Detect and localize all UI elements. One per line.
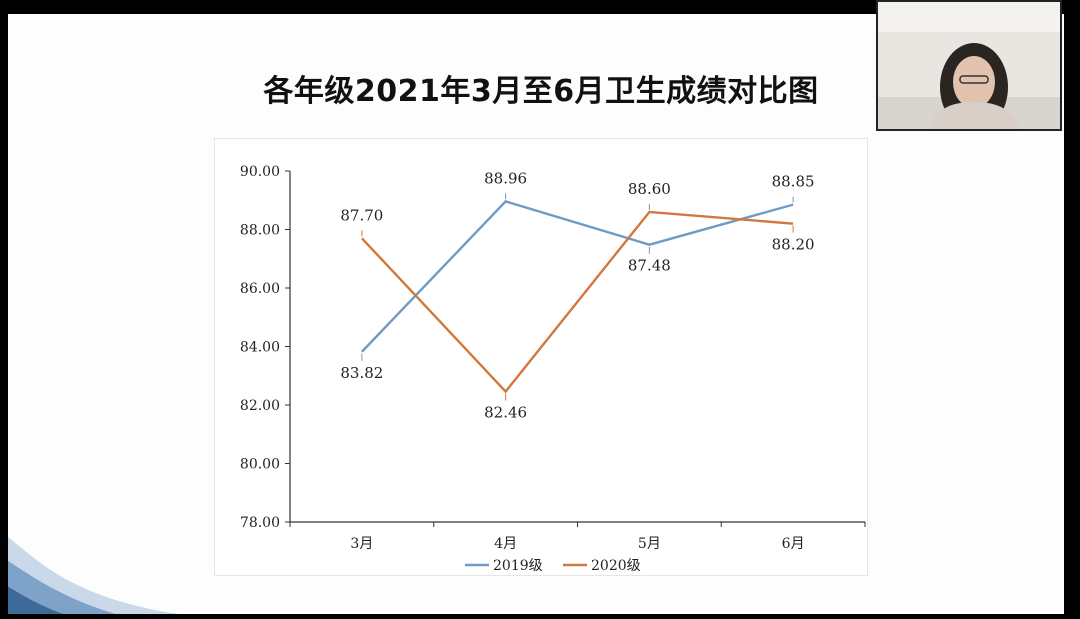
series-line-2019级 (361, 200, 794, 353)
chart-svg: 78.00 80.00 82.00 84.00 86.00 88.00 90.00 3月 4月 5… (240, 164, 866, 574)
series-line-2020级 (360, 210, 794, 394)
slide-title: 各年级2021年3月至6月卫生成绩对比图 (263, 74, 819, 109)
x-tick-label: 3月 (350, 536, 373, 552)
y-tick-label: 88.00 (240, 223, 280, 239)
y-tick-label: 86.00 (240, 281, 280, 297)
data-label: 88.85 (772, 173, 815, 191)
y-tick-label: 78.00 (240, 515, 280, 531)
data-label: 83.82 (340, 364, 383, 382)
data-label: 87.48 (628, 257, 671, 275)
x-tick-label: 6月 (782, 536, 805, 552)
y-tick-label: 84.00 (240, 340, 280, 356)
y-tick-label: 90.00 (240, 164, 280, 180)
watermark-logo (941, 569, 1057, 589)
legend-label: 2019级 (493, 558, 543, 574)
line-chart: 78.00 80.00 82.00 84.00 86.00 88.00 90.00 3月 4月 5… (214, 138, 868, 576)
x-tick-label: 4月 (494, 536, 517, 552)
data-label: 87.70 (340, 206, 383, 224)
presenter-video (876, 0, 1062, 131)
y-tick-label: 80.00 (240, 457, 280, 473)
data-label: 82.46 (484, 404, 527, 422)
data-label: 88.60 (628, 180, 671, 198)
data-label: 88.96 (484, 169, 527, 187)
decorative-wave (8, 537, 178, 614)
data-label: 88.20 (772, 236, 815, 254)
y-tick-label: 82.00 (240, 398, 280, 414)
legend-label: 2020级 (591, 558, 641, 574)
x-tick-label: 5月 (638, 536, 661, 552)
